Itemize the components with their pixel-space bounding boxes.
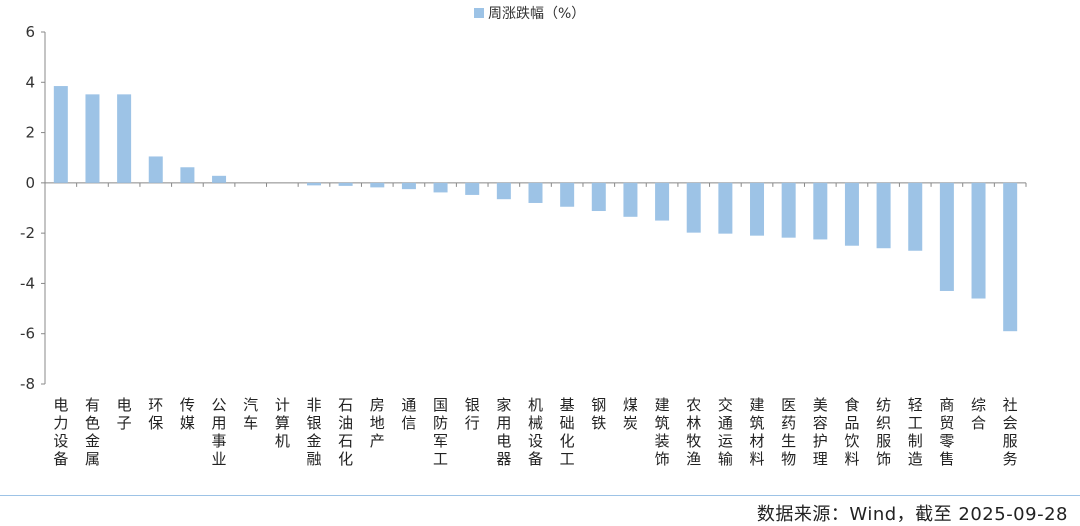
x-tick-label: 纺织服饰 <box>876 396 891 468</box>
bar <box>338 182 353 186</box>
x-tick-label: 银行 <box>465 396 480 432</box>
x-tick-label: 食品饮料 <box>844 396 859 468</box>
x-tick-label: 计算机 <box>275 396 290 450</box>
bar <box>53 86 68 183</box>
bar <box>401 182 416 190</box>
x-tick-label: 交通运输 <box>718 396 733 468</box>
x-tick-label: 建筑装饰 <box>655 396 670 468</box>
bar <box>781 182 796 238</box>
bar <box>528 182 543 203</box>
bar <box>433 182 448 193</box>
bar <box>718 182 733 234</box>
y-tick-label: 0 <box>25 174 35 192</box>
bar <box>623 182 638 217</box>
y-tick-label: -6 <box>20 325 35 343</box>
x-tick-label: 医药生物 <box>781 396 796 468</box>
x-tick-label: 机械设备 <box>528 396 543 468</box>
legend-label: 周涨跌幅（%） <box>488 6 586 22</box>
x-tick-label: 石油石化 <box>338 396 353 468</box>
x-tick-label: 家用电器 <box>496 396 511 468</box>
bar <box>939 182 954 291</box>
y-axis: 6 4 2 0 -2 -4 -6 -8 <box>20 23 1027 393</box>
bar <box>750 182 765 236</box>
bar <box>496 182 511 200</box>
x-tick-label: 非银金融 <box>306 396 321 468</box>
bar <box>117 94 132 183</box>
y-tick-label: -2 <box>20 224 35 242</box>
bar <box>370 182 385 188</box>
bar <box>212 175 227 183</box>
bar <box>876 182 891 249</box>
bar <box>180 167 195 183</box>
x-tick-label: 房地产 <box>370 396 385 450</box>
x-tick-label: 美容护理 <box>813 396 828 468</box>
divider <box>0 495 1080 496</box>
bar <box>465 182 480 195</box>
bar <box>971 182 986 299</box>
bar <box>686 182 701 233</box>
bar <box>306 182 321 186</box>
x-tick-label: 农林牧渔 <box>686 396 701 468</box>
x-tick-label: 轻工制造 <box>908 396 923 468</box>
bar <box>591 182 606 212</box>
x-tick-label: 综合 <box>971 396 986 432</box>
bar <box>655 182 670 221</box>
x-tick-label: 建筑材料 <box>750 396 765 468</box>
x-tick-label: 电力设备 <box>53 396 68 468</box>
bar <box>908 182 923 251</box>
x-tick-label: 有色金属 <box>85 396 100 468</box>
source-note: 数据来源：Wind，截至 2025-09-28 <box>756 504 1068 525</box>
legend: 周涨跌幅（%） <box>474 4 585 22</box>
x-tick-label: 通信 <box>401 396 416 432</box>
x-tick-label: 环保 <box>148 396 163 432</box>
y-tick-label: 6 <box>25 23 35 41</box>
x-tick-label: 煤炭 <box>623 396 638 432</box>
legend-swatch <box>474 8 484 18</box>
bar <box>813 182 828 240</box>
x-tick-label: 社会服务 <box>1003 396 1018 468</box>
x-tick-label: 传媒 <box>180 396 195 432</box>
bar <box>844 182 859 246</box>
y-tick-label: 2 <box>25 124 35 142</box>
y-tick-label: -8 <box>20 375 35 393</box>
bar <box>148 156 163 183</box>
y-tick-label: 4 <box>25 73 35 91</box>
bar <box>85 94 100 183</box>
x-tick-label: 基础化工 <box>560 396 575 468</box>
y-tick-label: -4 <box>20 274 35 292</box>
bar <box>1003 182 1018 332</box>
bars <box>53 86 1018 332</box>
x-tick-label: 电子 <box>117 396 132 432</box>
x-tick-label: 公用事业 <box>212 396 227 468</box>
bar <box>560 182 575 207</box>
x-tick-label: 商贸零售 <box>939 396 954 468</box>
x-tick-label: 国防军工 <box>433 396 448 468</box>
x-tick-label: 钢铁 <box>591 396 606 432</box>
x-tick-label: 汽车 <box>243 396 258 432</box>
